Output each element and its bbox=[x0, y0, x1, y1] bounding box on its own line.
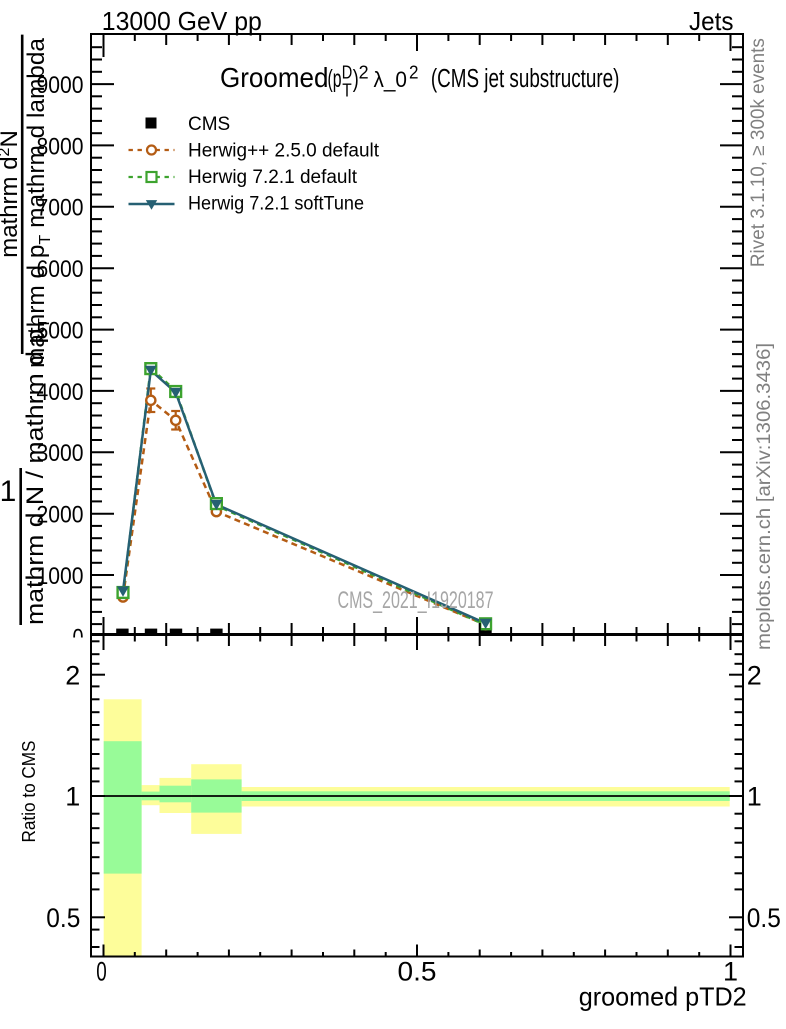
svg-text:mcplots.cern.ch [arXiv:1306.34: mcplots.cern.ch [arXiv:1306.3436] bbox=[753, 343, 775, 650]
svg-text:Ratio to CMS: Ratio to CMS bbox=[19, 741, 39, 843]
svg-text:): ) bbox=[353, 65, 359, 93]
svg-text:Herwig 7.2.1 default: Herwig 7.2.1 default bbox=[188, 167, 358, 188]
svg-text:1: 1 bbox=[0, 475, 16, 508]
svg-text:mathrm d N / mathrm d pT: mathrm d N / mathrm d pT bbox=[22, 318, 53, 625]
svg-text:2: 2 bbox=[409, 63, 419, 83]
svg-text:2000: 2000 bbox=[37, 502, 84, 529]
svg-text:7000: 7000 bbox=[37, 195, 84, 222]
svg-text:2: 2 bbox=[65, 660, 80, 690]
svg-text:0.5: 0.5 bbox=[46, 903, 80, 933]
svg-text:1: 1 bbox=[747, 782, 762, 812]
svg-text:4000: 4000 bbox=[37, 379, 84, 406]
svg-text:6000: 6000 bbox=[37, 256, 84, 283]
svg-text:Herwig++ 2.5.0 default: Herwig++ 2.5.0 default bbox=[188, 140, 380, 161]
svg-text:CMS_2021_I1920187: CMS_2021_I1920187 bbox=[338, 587, 494, 614]
svg-text:λ_0: λ_0 bbox=[374, 67, 408, 92]
svg-text:9000: 9000 bbox=[37, 72, 84, 99]
svg-text:2: 2 bbox=[747, 660, 762, 690]
svg-text:Rivet 3.1.10, ≥ 300k events: Rivet 3.1.10, ≥ 300k events bbox=[748, 38, 769, 267]
svg-text:mathrm d pT mathrm d lambda: mathrm d pT mathrm d lambda bbox=[23, 37, 54, 368]
svg-text:8000: 8000 bbox=[37, 133, 84, 160]
svg-text:0.5: 0.5 bbox=[747, 903, 781, 933]
svg-text:2: 2 bbox=[359, 63, 369, 83]
svg-text:Herwig 7.2.1 softTune: Herwig 7.2.1 softTune bbox=[188, 193, 364, 214]
svg-text:5000: 5000 bbox=[37, 317, 84, 344]
svg-text:CMS: CMS bbox=[188, 114, 230, 135]
svg-text:0: 0 bbox=[96, 957, 107, 987]
svg-text:Groomed: Groomed bbox=[220, 62, 329, 93]
svg-text:groomed pTD2: groomed pTD2 bbox=[579, 982, 747, 1012]
svg-text:(p: (p bbox=[328, 65, 342, 93]
svg-text:D: D bbox=[342, 63, 353, 83]
svg-text:mathrm d2N: mathrm d2N bbox=[0, 130, 23, 258]
svg-text:(CMS jet substructure): (CMS jet substructure) bbox=[431, 65, 620, 93]
svg-text:0.5: 0.5 bbox=[398, 957, 437, 987]
svg-text:13000 GeV pp: 13000 GeV pp bbox=[102, 6, 262, 36]
svg-text:Jets: Jets bbox=[689, 6, 734, 36]
svg-text:1: 1 bbox=[65, 782, 80, 812]
svg-text:T: T bbox=[342, 81, 352, 101]
svg-text:3000: 3000 bbox=[37, 440, 84, 467]
svg-text:1: 1 bbox=[723, 957, 738, 987]
svg-text:1000: 1000 bbox=[37, 563, 84, 590]
